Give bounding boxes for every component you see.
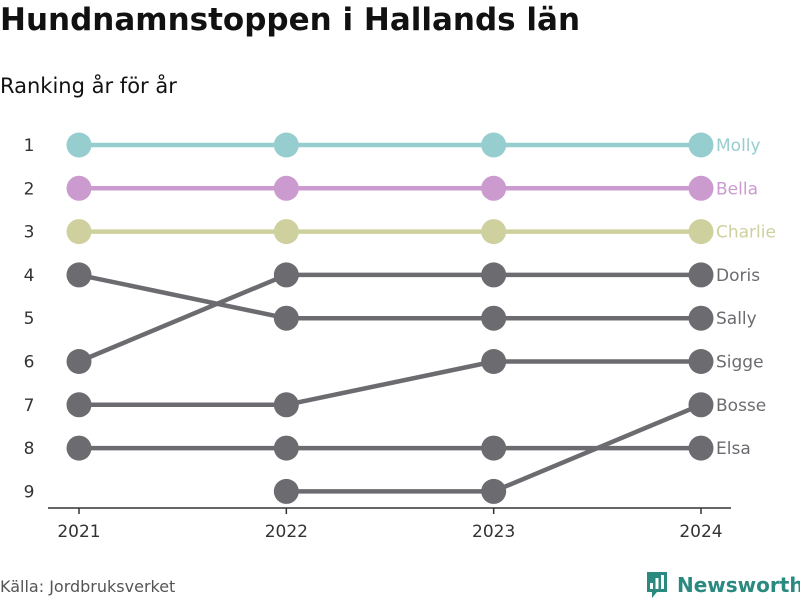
point-doris-2023 — [481, 262, 507, 288]
chart-subtitle: Ranking år för år — [0, 74, 177, 98]
point-doris-2022 — [273, 262, 299, 288]
point-sigge-2023 — [481, 349, 507, 374]
brand-name: Newsworthy — [677, 573, 800, 597]
point-elsa-2021 — [66, 435, 92, 461]
point-sigge-2022 — [273, 392, 299, 418]
newsworthy-logo-icon — [647, 572, 667, 598]
point-bella-2023 — [481, 175, 507, 201]
y-tick-label-4: 4 — [24, 266, 35, 286]
point-charlie-2022 — [273, 219, 299, 245]
point-sigge-2021 — [66, 392, 92, 418]
point-elsa-2022 — [273, 435, 299, 461]
point-sally-2021 — [66, 262, 92, 288]
point-sally-2022 — [273, 305, 299, 331]
point-charlie-2021 — [66, 219, 92, 245]
series-line-sigge — [76, 359, 704, 408]
point-doris-2021 — [66, 349, 92, 374]
point-charlie-2024 — [688, 219, 714, 245]
point-bosse-2024 — [688, 392, 714, 418]
point-bosse-2023 — [481, 478, 507, 504]
source-note: Källa: Jordbruksverket — [0, 577, 176, 596]
series-label-molly: Molly — [716, 136, 761, 156]
point-elsa-2023 — [481, 435, 507, 461]
point-molly-2024 — [688, 132, 714, 158]
point-molly-2023 — [481, 132, 507, 158]
x-tick-label-2022: 2022 — [265, 522, 308, 542]
series-label-doris: Doris — [716, 266, 760, 286]
y-tick-label-8: 8 — [24, 439, 35, 459]
point-sigge-2024 — [688, 349, 714, 374]
point-bella-2022 — [273, 175, 299, 201]
series-label-bosse: Bosse — [716, 396, 766, 416]
y-tick-label-6: 6 — [24, 353, 35, 373]
point-bella-2021 — [66, 175, 92, 201]
point-doris-2024 — [688, 262, 714, 288]
series-label-bella: Bella — [716, 179, 758, 199]
series-label-sally: Sally — [716, 309, 757, 329]
series-label-sigge: Sigge — [716, 353, 764, 373]
point-elsa-2024 — [688, 435, 714, 461]
chart-title: Hundnamnstoppen i Hallands län — [0, 2, 581, 38]
point-charlie-2023 — [481, 219, 507, 245]
point-sally-2023 — [481, 305, 507, 331]
point-molly-2022 — [273, 132, 299, 158]
point-molly-2021 — [66, 132, 92, 158]
x-tick-label-2023: 2023 — [472, 522, 515, 542]
series-line-doris — [76, 272, 704, 364]
brand[interactable]: Newsworthy — [645, 570, 800, 600]
x-tick-label-2021: 2021 — [57, 522, 100, 542]
y-tick-label-7: 7 — [24, 396, 35, 416]
y-tick-label-9: 9 — [24, 482, 35, 502]
y-tick-label-5: 5 — [24, 309, 35, 329]
bump-chart: 2021 2022 2023 2024 1 2 3 4 5 6 7 8 9 Doris Sally Sigge… — [24, 132, 776, 542]
series-line-sally — [76, 272, 704, 321]
y-tick-label-2: 2 — [24, 179, 35, 199]
y-tick-label-1: 1 — [24, 136, 35, 156]
series-label-elsa: Elsa — [716, 439, 751, 459]
point-bosse-2022 — [273, 478, 299, 504]
y-tick-label-3: 3 — [24, 223, 35, 243]
point-sally-2024 — [688, 305, 714, 331]
point-bella-2024 — [688, 175, 714, 201]
series-label-charlie: Charlie — [716, 223, 776, 243]
x-tick-label-2024: 2024 — [679, 522, 722, 542]
